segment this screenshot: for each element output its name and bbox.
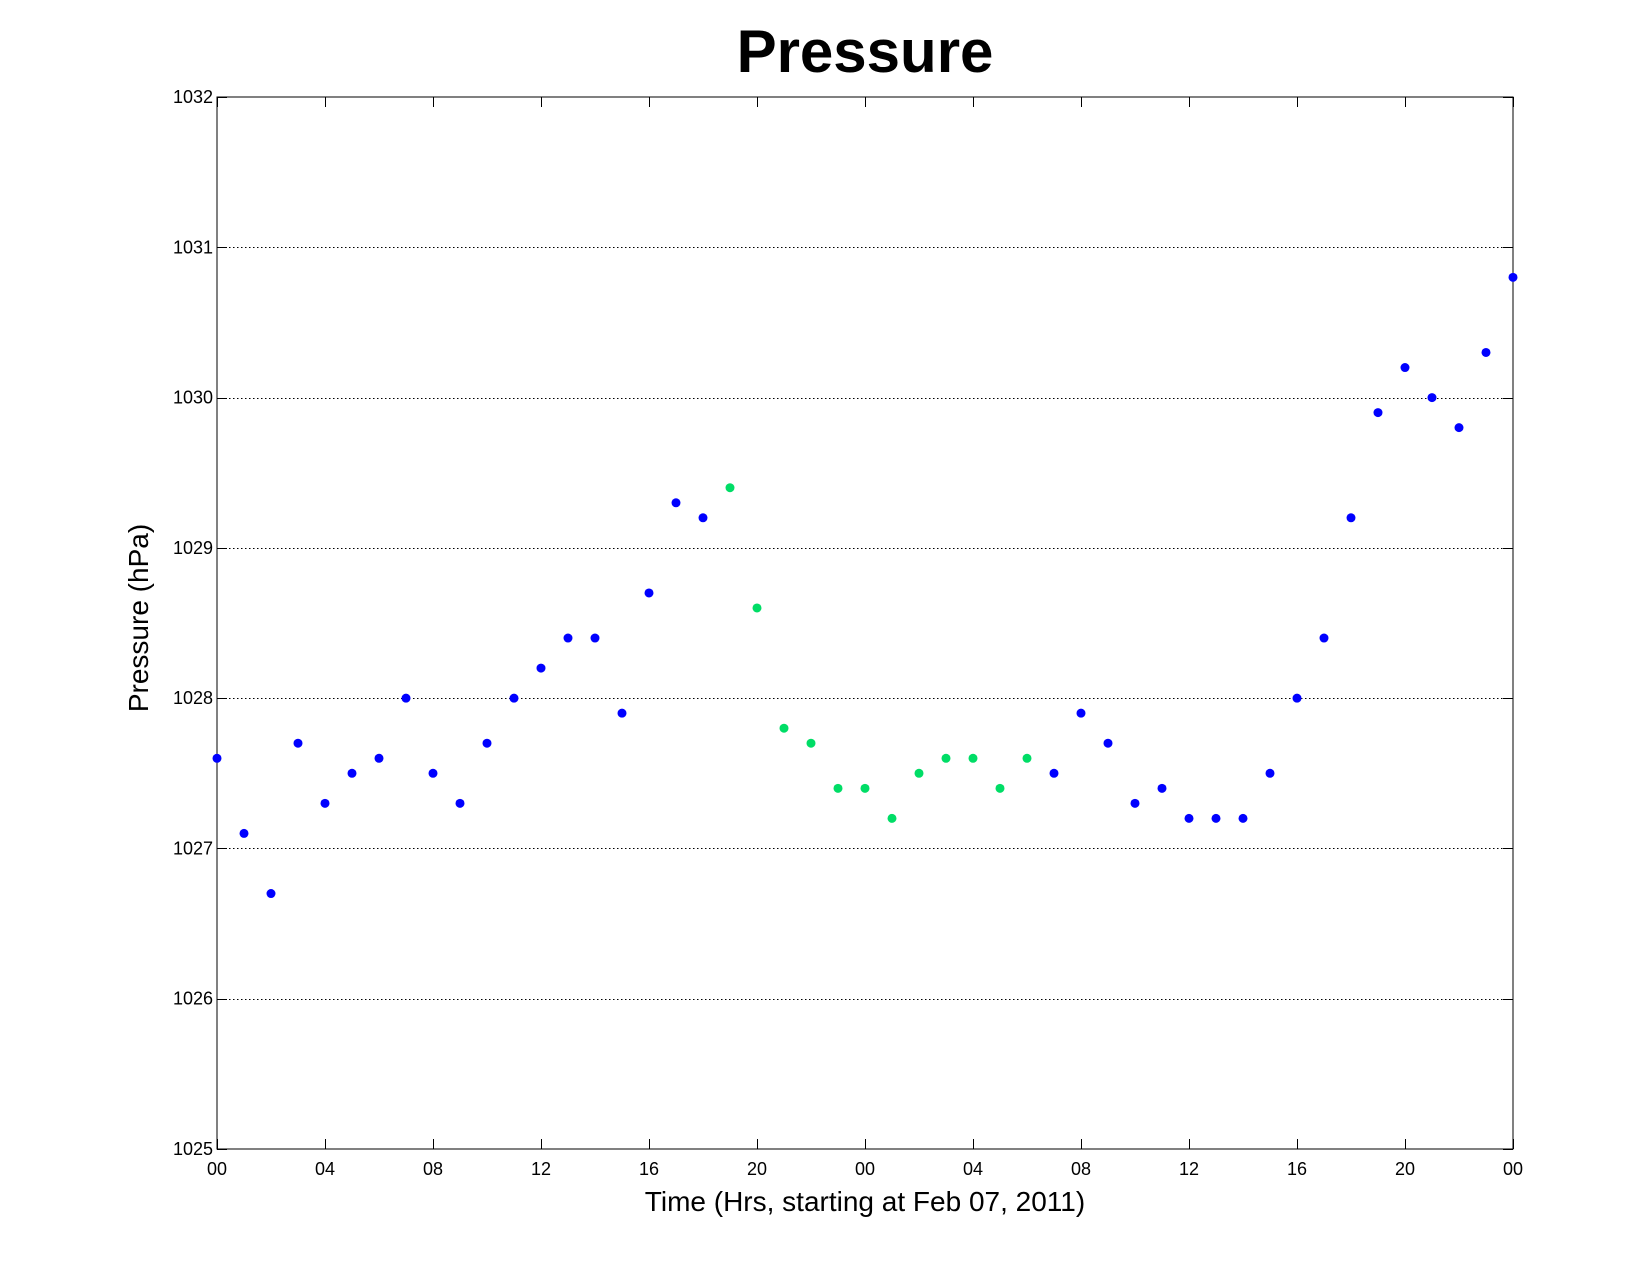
data-point (644, 588, 654, 598)
data-point (914, 768, 924, 778)
data-point (239, 828, 249, 838)
data-point (536, 663, 546, 673)
y-tick-label: 1028 (173, 688, 213, 708)
x-tick-label: 20 (1395, 1159, 1415, 1179)
data-point (266, 889, 276, 899)
data-point (698, 513, 708, 523)
y-tick-label: 1030 (173, 388, 213, 408)
data-point (725, 483, 735, 493)
data-point (347, 768, 357, 778)
data-point (1481, 347, 1491, 357)
chart-title: Pressure (737, 18, 994, 85)
data-point (455, 798, 465, 808)
data-point (1238, 813, 1248, 823)
data-point (401, 693, 411, 703)
data-point (293, 738, 303, 748)
x-tick-label: 12 (1179, 1159, 1199, 1179)
y-tick-label: 1031 (173, 237, 213, 257)
y-axis-label: Pressure (hPa) (123, 524, 154, 712)
data-point (1157, 783, 1167, 793)
x-tick-label: 20 (747, 1159, 767, 1179)
data-point (1022, 753, 1032, 763)
data-point (1319, 633, 1329, 643)
data-point (1427, 393, 1437, 403)
data-point (1292, 693, 1302, 703)
data-point (1103, 738, 1113, 748)
axis-ticks (217, 97, 1514, 1150)
data-point (1211, 813, 1221, 823)
x-tick-label: 12 (531, 1159, 551, 1179)
data-point (374, 753, 384, 763)
x-tick-label: 08 (1071, 1159, 1091, 1179)
y-tick-label: 1026 (173, 989, 213, 1009)
data-point (1346, 513, 1356, 523)
data-point (617, 708, 627, 718)
data-point (779, 723, 789, 733)
data-point (995, 783, 1005, 793)
x-tick-label: 00 (207, 1159, 227, 1179)
y-tick-label: 1025 (173, 1139, 213, 1159)
y-tick-label: 1029 (173, 538, 213, 558)
data-point (1265, 768, 1275, 778)
data-point (1184, 813, 1194, 823)
data-point (482, 738, 492, 748)
data-point (752, 603, 762, 613)
y-tick-label: 1032 (173, 87, 213, 107)
data-point (1508, 272, 1518, 282)
data-point (860, 783, 870, 793)
data-point (1373, 408, 1383, 418)
data-point (212, 753, 222, 763)
x-tick-label: 00 (855, 1159, 875, 1179)
data-point (320, 798, 330, 808)
x-tick-label: 04 (963, 1159, 983, 1179)
data-point (428, 768, 438, 778)
grid-lines (217, 247, 1513, 1000)
data-point (563, 633, 573, 643)
data-point (887, 813, 897, 823)
data-point (1400, 363, 1410, 373)
data-point (1454, 423, 1464, 433)
x-axis-label: Time (Hrs, starting at Feb 07, 2011) (645, 1186, 1085, 1217)
data-point (671, 498, 681, 508)
y-axis-tick-labels: 1025 1026 1027 1028 1029 1030 1031 1032 (173, 87, 213, 1159)
data-point (1049, 768, 1059, 778)
x-tick-label: 16 (1287, 1159, 1307, 1179)
x-tick-label: 04 (315, 1159, 335, 1179)
data-point (833, 783, 843, 793)
data-point (509, 693, 519, 703)
x-tick-label: 16 (639, 1159, 659, 1179)
x-axis-tick-labels: 00 04 08 12 16 20 00 04 08 12 16 20 00 (207, 1159, 1523, 1179)
y-tick-label: 1027 (173, 838, 213, 858)
data-point (1130, 798, 1140, 808)
data-points (212, 272, 1518, 899)
x-tick-label: 08 (423, 1159, 443, 1179)
data-point (1076, 708, 1086, 718)
data-point (806, 738, 816, 748)
x-tick-label: 00 (1503, 1159, 1523, 1179)
data-point (590, 633, 600, 643)
data-point (968, 753, 978, 763)
data-point (941, 753, 951, 763)
